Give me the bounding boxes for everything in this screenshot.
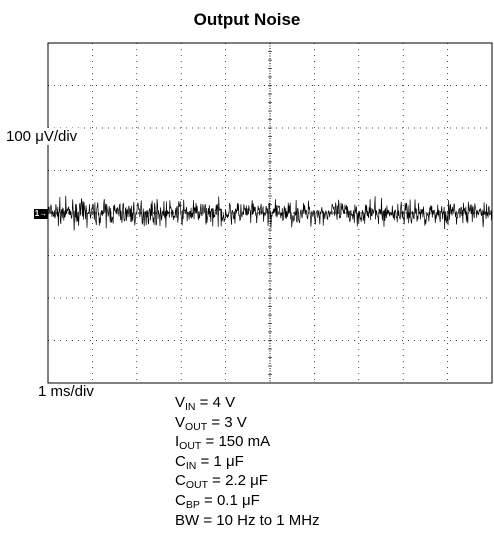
condition-iout: IOUT = 150 mA (175, 433, 320, 453)
condition-vout: VOUT = 3 V (175, 414, 320, 434)
condition-bandwidth: BW = 10 Hz to 1 MHz (175, 512, 320, 532)
x-scale-label: 1 ms/div (38, 383, 94, 400)
channel-1-marker: 1→ (34, 209, 48, 219)
y-scale-label: 100 μV/div (6, 128, 79, 145)
condition-cbp: CBP = 0.1 μF (175, 492, 320, 512)
condition-vin: VIN = 4 V (175, 394, 320, 414)
condition-cin: CIN = 1 μF (175, 453, 320, 473)
condition-cout: COUT = 2.2 μF (175, 472, 320, 492)
test-conditions: VIN = 4 V VOUT = 3 V IOUT = 150 mA CIN =… (175, 394, 320, 531)
